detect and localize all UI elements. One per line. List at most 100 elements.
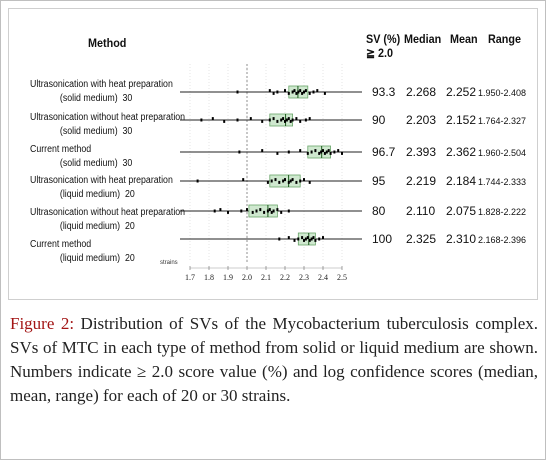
data-point — [266, 209, 269, 213]
row-label: Ultrasonication without heat preparation… — [30, 206, 185, 234]
row-medium-text: (solid medium) — [59, 93, 118, 104]
row-median-value: 2.268 — [406, 85, 437, 99]
data-point — [276, 208, 279, 212]
row-strain-count: 30 — [122, 126, 133, 137]
row-median-value: 2.393 — [406, 145, 437, 159]
row-medium-text: (liquid medium) — [59, 221, 121, 232]
data-point — [308, 117, 311, 121]
data-point — [314, 238, 317, 242]
header-mean: Mean — [450, 32, 478, 46]
data-point — [320, 150, 323, 154]
data-point — [303, 178, 305, 182]
data-point — [276, 119, 279, 123]
data-point — [223, 119, 226, 123]
data-point — [299, 89, 302, 93]
data-point — [284, 178, 286, 182]
data-point — [287, 117, 290, 121]
row-medium: (solid medium) 30 — [30, 92, 162, 106]
data-point — [261, 149, 264, 153]
x-tick-label: 2.1 — [261, 273, 271, 282]
row-median-value: 2.110 — [406, 204, 436, 218]
data-point — [289, 119, 292, 123]
data-point — [287, 150, 290, 154]
data-point — [259, 208, 262, 212]
data-point — [306, 236, 309, 240]
data-point — [196, 179, 199, 183]
data-point — [323, 151, 326, 155]
row-mean-value: 2.184 — [446, 174, 477, 188]
row-medium: (liquid medium) 20 — [30, 188, 162, 202]
data-point — [304, 118, 307, 122]
data-point — [272, 209, 275, 213]
x-tick-label: 2.4 — [318, 273, 328, 282]
data-point — [287, 180, 290, 184]
data-point — [295, 117, 298, 121]
header-sv: SV (%) — [366, 32, 401, 46]
data-point — [278, 180, 281, 184]
data-point — [314, 149, 317, 153]
data-point — [341, 151, 343, 155]
row-mean-value: 2.252 — [446, 85, 477, 99]
data-point — [310, 237, 313, 241]
row-mean-value: 2.075 — [446, 204, 477, 218]
data-point — [291, 178, 294, 182]
data-point — [282, 117, 285, 121]
data-point — [299, 119, 302, 123]
data-point — [280, 118, 283, 122]
caption-text: Distribution of SVs of the Mycobacterium… — [10, 314, 538, 405]
data-point — [329, 151, 332, 155]
header-median: Median — [404, 32, 442, 46]
data-point — [255, 209, 258, 213]
row-median-value: 2.219 — [406, 174, 437, 188]
row-median-value: 2.203 — [406, 113, 437, 127]
data-point — [200, 118, 203, 122]
x-tick-label: 2.3 — [299, 273, 309, 282]
row-sv-value: 80 — [372, 204, 386, 218]
figure-caption: Figure 2: Distribution of SVs of the Myc… — [10, 312, 538, 408]
data-point — [270, 210, 273, 214]
row-method-name: Ultrasonication without heat preparation — [30, 112, 186, 123]
row-mean-value: 2.152 — [446, 113, 477, 127]
data-point — [308, 91, 311, 95]
data-point — [299, 179, 302, 183]
data-point — [280, 210, 283, 214]
row-medium-text: (solid medium) — [59, 126, 118, 137]
row-strain-count: 20 — [124, 253, 135, 264]
row-sv-value: 93.3 — [372, 85, 396, 99]
data-point — [242, 178, 245, 182]
data-point — [291, 118, 294, 122]
row-method-name: Current method — [30, 239, 92, 250]
data-point — [333, 150, 336, 154]
row-strain-count: 30 — [122, 158, 133, 169]
data-point — [213, 209, 216, 213]
data-point — [303, 238, 305, 242]
data-point — [337, 149, 340, 153]
row-sv-value: 95 — [372, 174, 386, 188]
row-sv-value: 90 — [372, 113, 386, 127]
row-medium-text: (liquid medium) — [59, 189, 121, 200]
data-point — [304, 89, 307, 93]
row-sv-value: 96.7 — [372, 145, 396, 159]
row-medium: (solid medium) 30 — [30, 157, 162, 171]
x-tick-label: 1.9 — [223, 273, 233, 282]
data-point — [293, 89, 296, 93]
data-point — [308, 180, 311, 184]
data-point — [325, 150, 328, 154]
x-tick-label: 2.2 — [280, 273, 290, 282]
data-point — [276, 151, 279, 155]
header-method: Method — [88, 36, 127, 50]
data-point — [284, 119, 286, 123]
data-point — [251, 210, 254, 214]
header-range: Range — [488, 32, 522, 46]
data-point — [297, 90, 300, 94]
data-point — [299, 149, 302, 153]
data-point — [227, 210, 229, 214]
data-point — [240, 209, 243, 213]
row-range-value: 1.950-2.408 — [478, 88, 527, 98]
data-point — [274, 178, 277, 182]
x-tick-label: 2.5 — [337, 273, 347, 282]
row-range-value: 2.168-2.396 — [478, 235, 527, 245]
data-point — [219, 208, 222, 212]
figure-panel — [8, 8, 538, 300]
row-medium-text: (liquid medium) — [59, 253, 121, 264]
